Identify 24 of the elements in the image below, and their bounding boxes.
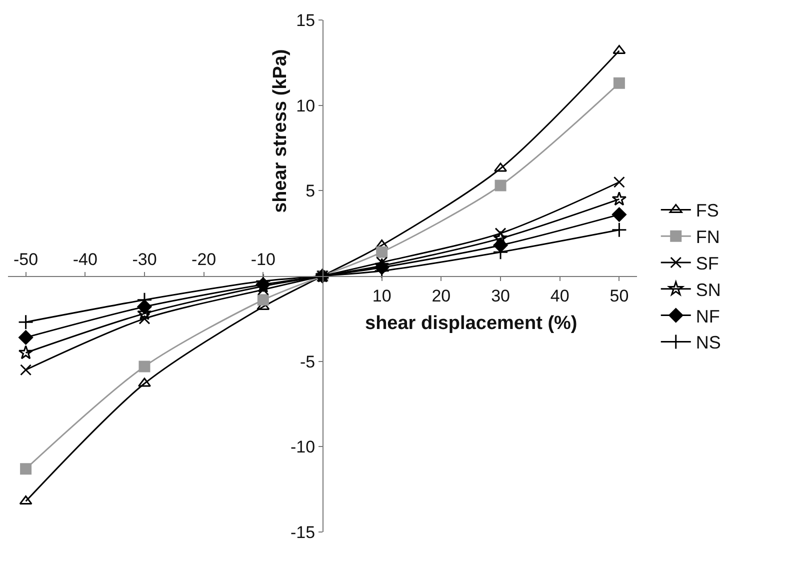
x2-tick-label: -40	[72, 250, 98, 270]
legend-label: FN	[696, 227, 720, 248]
x-axis-title: shear displacement (%)	[365, 313, 578, 334]
legend-label: NS	[696, 332, 721, 353]
y-tick-label: -10	[290, 438, 316, 457]
x-tick-label: 20	[432, 286, 451, 306]
legend-label: SF	[696, 254, 719, 274]
y-tick-label: 10	[296, 96, 316, 116]
y-tick-label: 15	[296, 10, 316, 30]
x2-tick-label: -50	[14, 250, 38, 270]
legend-label: NF	[696, 306, 720, 326]
x2-tick-label: -30	[132, 250, 157, 270]
y-axis-title: shear stress (kPa)	[270, 49, 292, 213]
legend-label: FS	[696, 200, 719, 221]
y-tick-label: -5	[300, 352, 316, 372]
x2-tick-label: -20	[192, 250, 216, 270]
x-tick-label: 10	[372, 286, 392, 306]
legend-label: SN	[696, 280, 721, 300]
x2-tick-label: -10	[250, 250, 276, 270]
x-tick-label: 30	[491, 286, 510, 306]
x-tick-label: 50	[610, 286, 629, 306]
y-tick-label: 5	[306, 182, 316, 201]
y-tick-label: -15	[290, 522, 316, 542]
x-tick-label: 40	[550, 286, 570, 306]
